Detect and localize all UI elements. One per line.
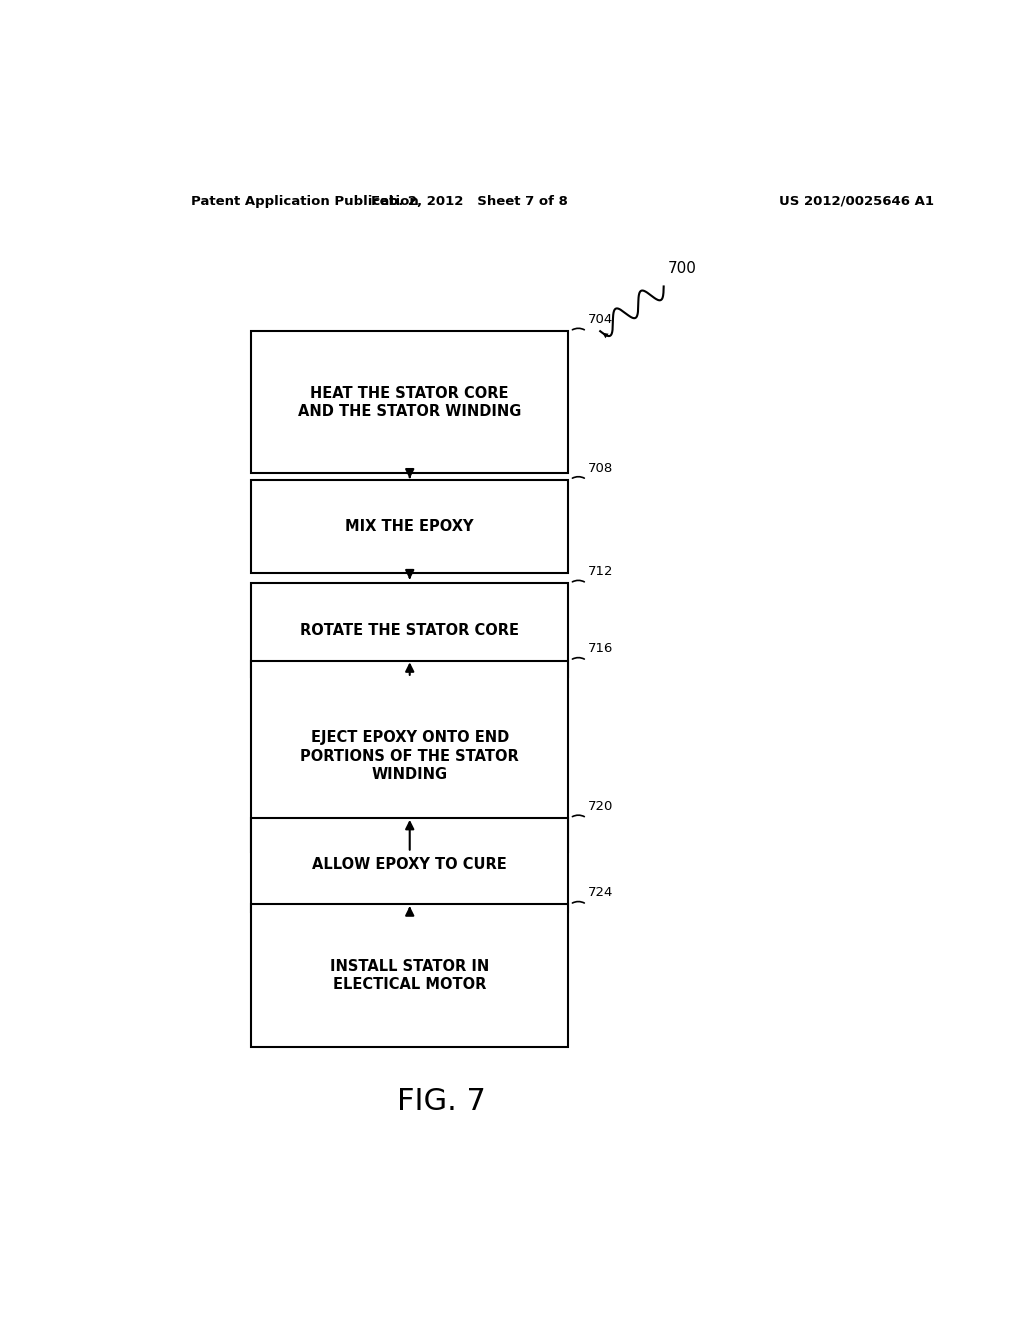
Text: 704: 704	[588, 313, 613, 326]
Text: 712: 712	[588, 565, 613, 578]
Bar	[251, 583, 568, 677]
FancyArrowPatch shape	[572, 657, 585, 659]
Text: ALLOW EPOXY TO CURE: ALLOW EPOXY TO CURE	[312, 857, 507, 873]
Bar	[251, 904, 568, 1047]
Bar	[251, 818, 568, 912]
Text: Feb. 2, 2012   Sheet 7 of 8: Feb. 2, 2012 Sheet 7 of 8	[371, 194, 567, 207]
FancyArrowPatch shape	[572, 329, 585, 330]
Text: EJECT EPOXY ONTO END
PORTIONS OF THE STATOR
WINDING: EJECT EPOXY ONTO END PORTIONS OF THE STA…	[300, 730, 519, 783]
Text: Patent Application Publication: Patent Application Publication	[191, 194, 419, 207]
Text: 720: 720	[588, 800, 613, 813]
Text: US 2012/0025646 A1: US 2012/0025646 A1	[778, 194, 934, 207]
FancyArrowPatch shape	[572, 581, 585, 582]
Text: FIG. 7: FIG. 7	[397, 1088, 486, 1117]
FancyArrowPatch shape	[572, 477, 585, 478]
Bar	[251, 479, 568, 573]
Text: 716: 716	[588, 643, 613, 656]
Text: HEAT THE STATOR CORE
AND THE STATOR WINDING: HEAT THE STATOR CORE AND THE STATOR WIND…	[298, 385, 521, 420]
FancyArrowPatch shape	[572, 902, 585, 903]
Text: MIX THE EPOXY: MIX THE EPOXY	[345, 519, 474, 533]
FancyArrowPatch shape	[602, 333, 608, 338]
Bar	[251, 660, 568, 851]
FancyArrowPatch shape	[572, 816, 585, 817]
Text: INSTALL STATOR IN
ELECTICAL MOTOR: INSTALL STATOR IN ELECTICAL MOTOR	[330, 958, 489, 993]
Text: 700: 700	[668, 260, 696, 276]
Text: 708: 708	[588, 462, 613, 474]
Text: ROTATE THE STATOR CORE: ROTATE THE STATOR CORE	[300, 623, 519, 638]
Text: 724: 724	[588, 886, 613, 899]
Bar	[251, 331, 568, 474]
